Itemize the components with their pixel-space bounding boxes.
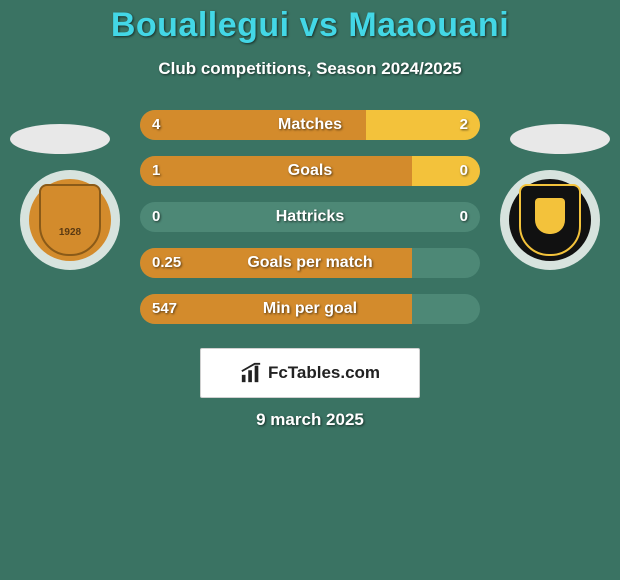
stat-bars: 4Matches21Goals00Hattricks00.25Goals per… xyxy=(140,110,480,340)
infographic-root: Bouallegui vs Maaouani Club competitions… xyxy=(0,0,620,580)
stat-value-right: 0 xyxy=(460,156,468,186)
chart-icon xyxy=(240,362,262,384)
club-badge-left-inner: 1928 xyxy=(29,179,111,261)
stat-label: Goals xyxy=(140,156,480,186)
club-crest-left: 1928 xyxy=(39,184,101,256)
date-text: 9 march 2025 xyxy=(0,410,620,430)
stat-row: 0.25Goals per match xyxy=(140,248,480,278)
stat-value-right: 2 xyxy=(460,110,468,140)
club-badge-right-inner xyxy=(509,179,591,261)
club-badge-left: 1928 xyxy=(20,170,120,270)
stat-value-right: 0 xyxy=(460,202,468,232)
crest-emblem xyxy=(535,198,565,234)
crest-year: 1928 xyxy=(41,227,99,238)
club-crest-right xyxy=(519,184,581,256)
stat-label: Min per goal xyxy=(140,294,480,324)
stat-row: 547Min per goal xyxy=(140,294,480,324)
player-platform-left xyxy=(10,124,110,154)
player-platform-right xyxy=(510,124,610,154)
stat-row: 4Matches2 xyxy=(140,110,480,140)
stat-label: Goals per match xyxy=(140,248,480,278)
page-subtitle: Club competitions, Season 2024/2025 xyxy=(0,59,620,79)
stat-row: 1Goals0 xyxy=(140,156,480,186)
club-badge-right xyxy=(500,170,600,270)
page-title: Bouallegui vs Maaouani xyxy=(0,0,620,45)
brand-text: FcTables.com xyxy=(268,363,380,383)
stat-label: Matches xyxy=(140,110,480,140)
brand-box[interactable]: FcTables.com xyxy=(200,348,420,398)
stat-label: Hattricks xyxy=(140,202,480,232)
stat-row: 0Hattricks0 xyxy=(140,202,480,232)
